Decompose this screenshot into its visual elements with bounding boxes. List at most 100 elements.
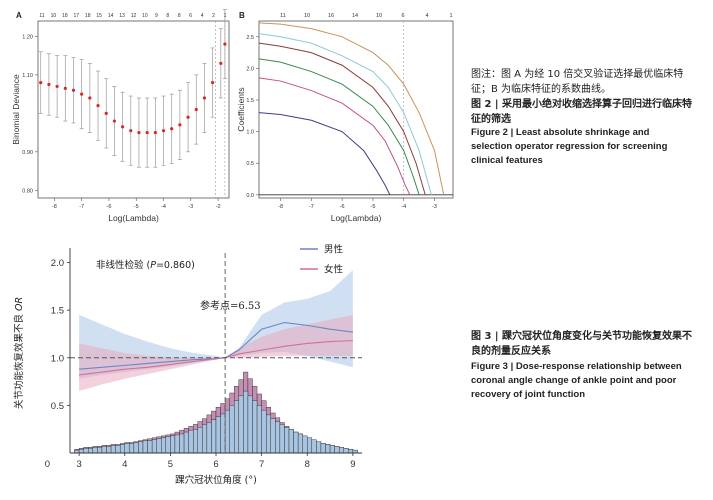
panel-b-coef-line-4	[258, 77, 411, 196]
panel-a-point	[186, 115, 190, 119]
fig3-xtick-label: 7	[259, 459, 264, 470]
panel-b-xtick-label: -3	[432, 204, 437, 210]
fig3-hist-bar-male	[348, 448, 354, 454]
fig3-hist-bar-male	[174, 434, 180, 454]
fig3-hist-bar-male	[197, 427, 203, 454]
panel-a-xtick-label: -8	[52, 204, 57, 210]
panel-a-top-tick: 11	[39, 13, 44, 19]
panel-a-top-tick: 8	[178, 13, 181, 19]
fig3-annotation-p: P	[150, 260, 156, 271]
fig3-hist-bar-male	[138, 441, 144, 454]
panel-a-top-tick: 18	[85, 13, 91, 19]
fig3-hist-bar-male	[211, 419, 217, 454]
fig3-hist-bar-male	[284, 427, 290, 454]
panel-a-point	[223, 42, 227, 46]
panel-a-letter: A	[16, 11, 22, 20]
panel-b-xtick-label: -8	[278, 204, 283, 210]
fig2-title-cn: 图 2 | 采用最小绝对收缩选择算子回归进行临床特征的筛选	[471, 99, 693, 125]
fig3-hist-bar-male	[320, 443, 326, 454]
panel-b-plot: 0.00.51.01.52.02.5-8 -7 -6 -5 -4 -311 10 16 14 10…	[236, 13, 454, 223]
panel-a-point	[71, 88, 76, 92]
fig3-xtick-label: 4	[122, 459, 127, 470]
fig3-hist-bar-male	[78, 448, 84, 454]
fig3-nonlinear-test-annotation: 非线性检验 (P=0.860)	[96, 259, 195, 271]
fig3-legend-label-male: 男性	[324, 244, 344, 256]
fig3-hist-bar-male	[101, 446, 107, 454]
fig3-hist-bar-male	[302, 435, 308, 454]
panel-a-point	[120, 125, 125, 129]
panel-a-ytick-label: 1.10	[22, 73, 33, 79]
panel-a-top-tick: 6	[189, 13, 192, 19]
panel-b-letter: B	[239, 11, 245, 20]
panel-b-top-tick: 4	[425, 13, 428, 19]
fig3-hist-bar-male	[238, 395, 244, 454]
fig3-ytick-label: 0.5	[51, 401, 64, 412]
panel-b-top-tick: 10	[376, 13, 382, 19]
fig3-hist-bar-male	[92, 447, 98, 454]
fig3-hist-bar-male	[179, 433, 185, 454]
fig3-hist-bar-male	[334, 446, 340, 454]
panel-a-top-tick: 9	[155, 13, 158, 19]
fig3-ci-band-female	[79, 314, 353, 392]
panel-a-top-tick: 4	[201, 13, 204, 19]
panel-a-xtick-label: -7	[79, 204, 84, 210]
fig3-hist-bar-male	[170, 435, 176, 454]
panel-a-point	[145, 130, 149, 135]
fig3-chart: 2.0 1.5 1.0 0.5 0 3 4 5 6 7 8 9 踝穴冠状位角度 (°) 关节功能恢复效果不…	[13, 244, 362, 486]
fig3-hist-bar-male	[192, 428, 198, 454]
panel-a-top-tick: 12	[131, 13, 137, 19]
panel-a-frame	[37, 20, 230, 199]
fig3-hist-bar-male	[156, 438, 162, 454]
fig3-title-en: Figure 3 | Dose-response relationship be…	[471, 361, 682, 400]
panel-a-point	[170, 127, 174, 131]
panel-a-xtick-label: -3	[188, 204, 193, 210]
panel-b-ylabel: Coefficients	[236, 87, 246, 131]
panel-a-top-tick: 13	[119, 13, 125, 19]
fig3-hist-bar-male	[88, 448, 94, 454]
panel-a-plot: 0.800.901.101.20-8 -7 -6 -5 -4 -3 -211 10 18 17 18…	[11, 9, 230, 223]
fig3-hist-bar-male	[202, 424, 208, 454]
panel-a-top-tick: 10	[51, 13, 57, 19]
fig3-hist-bar-male	[288, 428, 294, 454]
panel-a-top-tick: 2	[212, 13, 215, 19]
fig3-hist-bar-male	[234, 400, 240, 454]
fig3-hist-bar-male	[220, 413, 226, 454]
fig3-hist-bar-male	[119, 444, 125, 454]
fig3-hist-bar-male	[247, 395, 253, 454]
panel-a-top-tick: 18	[62, 13, 68, 19]
fig3-ylabel-text: 关节功能恢复效果不良	[13, 311, 25, 409]
fig3-xtick-label: 3	[76, 459, 81, 470]
panel-b-frame	[258, 20, 454, 199]
fig3-hist-bar-male	[165, 436, 171, 454]
fig3-hist-bar-male	[206, 422, 212, 454]
fig3-hist-bar-male	[215, 416, 221, 454]
fig3-hist-bar-male	[270, 418, 276, 454]
panel-a-xtick-label: -6	[106, 204, 111, 210]
fig3-hist-bar-male	[275, 421, 281, 454]
fig3-hist-bar-male	[229, 405, 235, 454]
fig3-hist-bar-male	[129, 443, 135, 454]
fig3-hist-bar-male	[243, 390, 249, 454]
fig3-hist-bar-male	[338, 447, 344, 454]
fig3-annotation-suffix: =0.860)	[156, 260, 195, 271]
panel-a-xtick-label: -4	[161, 204, 166, 210]
fig3-reference-point-label: 参考点=6.53	[200, 299, 261, 312]
panel-b-top-tick: 14	[352, 13, 358, 19]
panel-a-top-tick: 8	[166, 13, 169, 19]
panel-b-top-tick: 11	[280, 13, 286, 19]
fig3-xtick-label: 9	[350, 459, 355, 470]
fig3-hist-bar-male	[297, 433, 303, 454]
panel-a-point	[47, 82, 51, 87]
panel-b-coef-line-3	[258, 58, 420, 195]
fig3-hist-bar-male	[316, 441, 322, 454]
fig3-line-female	[79, 340, 353, 376]
panel-b-coef-line-2	[258, 42, 426, 195]
fig3-hist-bar-male	[133, 442, 139, 454]
panel-a-top-tick: 14	[108, 13, 114, 19]
fig3-ylabel-or: OR	[14, 297, 25, 311]
fig3-title-cn: 图 3 | 踝穴冠状位角度变化与关节功能恢复效果不良的剂量反应关系	[471, 331, 693, 357]
fig3-hist-bar-male	[261, 409, 267, 454]
panel-b-xtick-label: -7	[309, 204, 314, 210]
fig3-hist-bar-male	[307, 437, 313, 454]
fig3-ytick-label: 2.0	[51, 258, 64, 269]
